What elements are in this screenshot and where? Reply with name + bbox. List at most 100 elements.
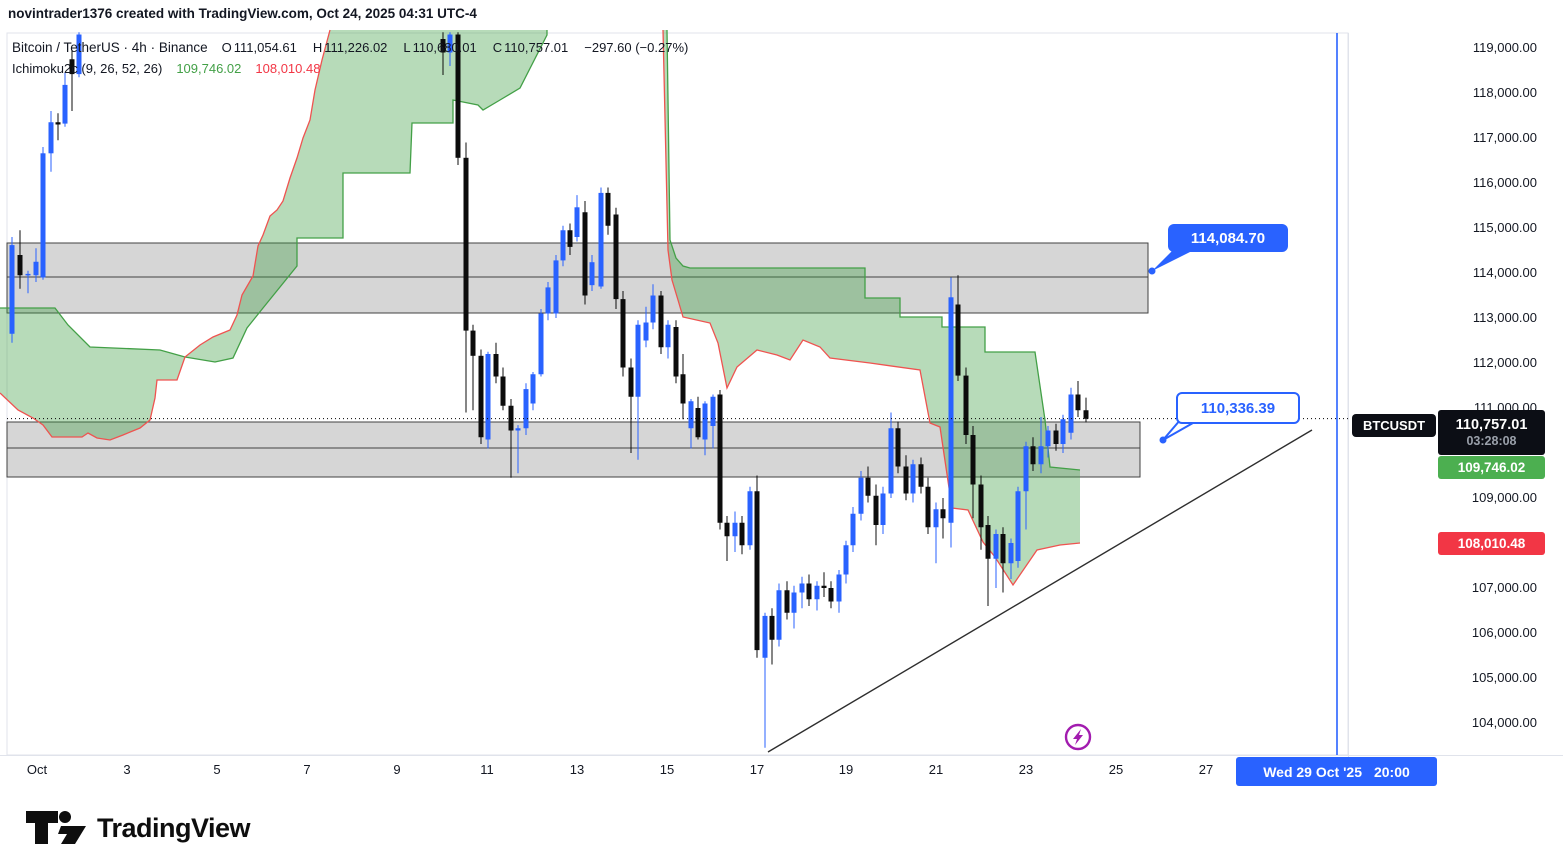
- chart-pane-border: [6, 32, 1349, 756]
- candle-body: [850, 513, 856, 546]
- candle-body: [493, 354, 499, 377]
- candle-body: [1060, 419, 1066, 444]
- time-tick-label: 17: [749, 762, 765, 777]
- candle-body: [598, 192, 604, 287]
- candle-body: [76, 34, 82, 75]
- vline-date-axis-tag[interactable]: Wed 29 Oct '25 20:00: [1236, 757, 1437, 786]
- candle-body: [55, 122, 61, 125]
- candle-body: [440, 39, 446, 53]
- price-callout-114084[interactable]: 114,084.70: [1168, 224, 1288, 252]
- candle-body: [1053, 430, 1059, 444]
- senkou-b-line: [662, 29, 1081, 587]
- candle-body: [888, 428, 894, 494]
- candle-body: [717, 394, 723, 523]
- candle-body: [650, 295, 656, 323]
- candle-body: [993, 534, 999, 559]
- senkou-a-line: [666, 29, 1081, 471]
- price-tick-label: 107,000.00: [1471, 580, 1537, 595]
- candle-body: [1000, 534, 1006, 564]
- candle-body: [955, 304, 961, 376]
- candle-body: [880, 493, 886, 525]
- candle-body: [910, 464, 916, 494]
- candle-body: [754, 491, 760, 651]
- price-tick-label: 113,000.00: [1472, 310, 1537, 325]
- lightning-bolt-glyph: [1073, 729, 1083, 745]
- candle-body: [665, 324, 671, 348]
- time-tick-label: 11: [480, 762, 494, 777]
- time-tick-label: 27: [1198, 762, 1214, 777]
- candle-body: [25, 273, 31, 276]
- high-value: 111,226.02: [324, 40, 388, 55]
- candle-body: [865, 477, 871, 496]
- candle-body: [695, 408, 701, 438]
- candle-body: [485, 354, 491, 440]
- ichimoku-lead1-value: 109,746.02: [176, 61, 242, 76]
- candle-body: [455, 34, 461, 158]
- candle-body: [918, 464, 924, 487]
- legend-indicator-row[interactable]: Ichimoku2c (9, 26, 52, 26) 109,746.02 10…: [12, 61, 688, 82]
- candle-body: [762, 615, 768, 658]
- candle-body: [478, 355, 484, 438]
- indicator-name[interactable]: Ichimoku2c (9, 26, 52, 26): [12, 61, 163, 76]
- symbol-axis-tag[interactable]: BTCUSDT: [1352, 414, 1436, 437]
- candle-body: [658, 295, 664, 348]
- chart-legend: Bitcoin / TetherUS · 4h · Binance O 111,0…: [12, 40, 688, 82]
- candle-body: [463, 157, 469, 331]
- price-tick-label: 114,000.00: [1472, 265, 1537, 280]
- candle-body: [1015, 491, 1021, 561]
- price-tick-label: 112,000.00: [1472, 355, 1537, 370]
- candle-body: [858, 477, 864, 514]
- candle-body: [1075, 394, 1081, 411]
- candle-body: [605, 192, 611, 226]
- price-tick-label: 117,000.00: [1472, 130, 1537, 145]
- candle-body: [791, 592, 797, 613]
- last-price-axis-tag[interactable]: 110,757.01 03:28:08: [1438, 410, 1545, 455]
- legend-symbol-row[interactable]: Bitcoin / TetherUS · 4h · Binance O 111,0…: [12, 40, 688, 61]
- tradingview-logo[interactable]: TradingView: [25, 810, 251, 846]
- candle-body: [545, 287, 551, 314]
- trend-line[interactable]: [767, 429, 1313, 753]
- open-value: 111,054.61: [233, 40, 297, 55]
- ichimoku-cloud: [663, 30, 1080, 585]
- senkou-a-line: [0, 30, 548, 363]
- candle-body: [739, 522, 745, 546]
- candle-body: [1030, 446, 1036, 465]
- ichimoku-cloud: [0, 30, 547, 440]
- candle-body: [806, 583, 812, 600]
- candle-body: [710, 396, 716, 426]
- price-tick-label: 109,000.00: [1471, 490, 1537, 505]
- candle-body: [613, 214, 619, 300]
- open-label: O: [221, 40, 232, 55]
- candle-body: [1045, 430, 1051, 447]
- candle-body: [702, 403, 708, 440]
- vline-date: Wed 29 Oct '25: [1263, 763, 1362, 780]
- candle-body: [1068, 394, 1074, 433]
- candle-body: [769, 615, 775, 640]
- candle-body: [447, 34, 453, 53]
- time-tick-label: 7: [303, 762, 311, 777]
- candle-body: [553, 260, 559, 314]
- candle-body: [799, 583, 805, 593]
- supply-demand-zone[interactable]: [6, 242, 1149, 314]
- candle-body: [776, 590, 782, 640]
- senkou-b-line: [0, 29, 331, 441]
- candle-body: [582, 212, 588, 296]
- price-callout-110336[interactable]: 110,336.39: [1176, 392, 1300, 424]
- high-label: H: [312, 40, 323, 55]
- callout-anchor-dot: [1159, 436, 1167, 444]
- callout-anchor-dot: [1148, 267, 1156, 275]
- ichimoku-lead2-axis-tag[interactable]: 108,010.48: [1438, 532, 1545, 555]
- time-tick-label: 5: [213, 762, 221, 777]
- time-axis-separator: [0, 755, 1563, 756]
- candle-body: [940, 509, 946, 519]
- candle-body: [724, 522, 730, 537]
- symbol-title[interactable]: Bitcoin / TetherUS · 4h · Binance: [12, 40, 208, 55]
- ichimoku-lead1-axis-tag[interactable]: 109,746.02: [1438, 456, 1545, 479]
- ichimoku-lead2-value: 108,010.48: [255, 61, 321, 76]
- candle-body: [48, 122, 54, 154]
- candle-body: [628, 367, 634, 397]
- close-value: 110,757.01: [504, 40, 569, 55]
- price-tick-label: 118,000.00: [1472, 85, 1537, 100]
